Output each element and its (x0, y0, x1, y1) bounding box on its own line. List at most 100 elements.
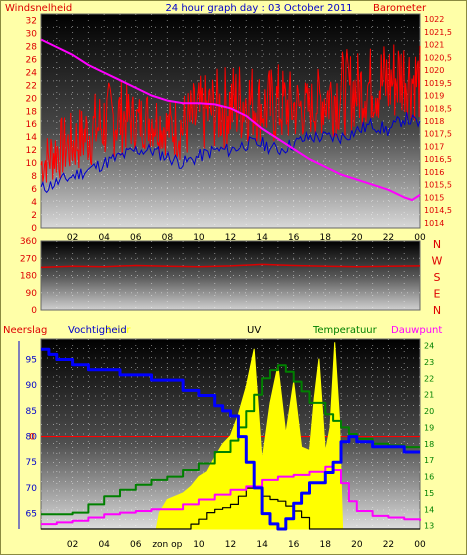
time-tick-label: 00 (414, 540, 426, 550)
temp-panel-series (41, 342, 421, 531)
time-tick-label: 10 (193, 233, 205, 243)
temperature-line (41, 364, 420, 516)
barometer-tick-label: 1014 (424, 219, 444, 228)
direction-tick-label: 270 (20, 254, 37, 264)
barometer-tick-label: 1021 (424, 41, 444, 50)
humidity-tick-label: 75 (26, 458, 37, 468)
wind-tick-label: 10 (26, 159, 38, 169)
time-tick-label: 16 (288, 233, 300, 243)
barometer-tick-label: 1019 (424, 92, 444, 101)
compass-label: S (434, 271, 441, 284)
direction-line (40, 263, 421, 269)
wind-speed-label: Windsnelheid (5, 3, 72, 14)
direction-tick-label: 180 (20, 272, 37, 282)
wind-tick-label: 24 (26, 68, 38, 78)
wind-tick-label: 0 (31, 224, 37, 234)
wind-time-axis: 02 04 06 08 10 12 14 16 18 20 22 00 (67, 233, 426, 243)
vochtigheid-label: Vochtigheid (68, 325, 127, 336)
barometer-tick-label: 1017 (424, 142, 444, 151)
direction-tick-label: 360 (20, 237, 37, 247)
wind-tick-label: 22 (26, 81, 37, 91)
wind-tick-label: 14 (26, 133, 38, 143)
direction-tick-label: 0 (31, 306, 37, 316)
temperature-tick-label: 21 (424, 391, 434, 400)
compass-label: N (433, 238, 441, 251)
temperature-tick-label: 15 (424, 489, 434, 498)
time-tick-label: 06 (130, 233, 142, 243)
wind-tick-label: 12 (26, 146, 37, 156)
temperature-tick-label: 22 (424, 374, 434, 383)
barometer-tick-label: 1017,5 (424, 130, 452, 139)
temperature-tick-label: 24 (424, 342, 434, 351)
humidity-tick-label: 85 (26, 407, 37, 417)
barometer-tick-label: 1020,5 (424, 53, 452, 62)
temperature-tick-label: 20 (424, 407, 434, 416)
temperature-tick-label: 18 (424, 440, 434, 449)
wind-tick-label: 32 (26, 16, 37, 26)
time-tick-label: 02 (67, 233, 78, 243)
barometer-label: Barometer (373, 3, 427, 14)
wind-tick-label: 30 (26, 29, 38, 39)
barometer-tick-label: 1022 (424, 15, 444, 24)
time-tick-label: 14 (256, 233, 268, 243)
time-tick-label: 12 (225, 233, 236, 243)
direction-panel-series (40, 263, 421, 269)
direction-tick-label: 90 (26, 289, 38, 299)
barometer-tick-label: 1016 (424, 168, 444, 177)
humidity-tick-label: 70 (26, 484, 38, 494)
temp-time-axis: 02 04 06 zon op 10 12 14 16 18 20 22 00 (67, 540, 426, 550)
time-tick-label: 04 (98, 540, 110, 550)
humidity-tick-label: 65 (26, 510, 37, 520)
wind-tick-label: 6 (31, 185, 37, 195)
time-tick-label: 14 (256, 540, 268, 550)
neerslag-label: Neerslag (3, 325, 47, 336)
time-tick-label: 08 (162, 233, 174, 243)
time-tick-label: 16 (288, 540, 300, 550)
temperature-tick-label: 14 (424, 505, 434, 514)
wind-tick-label: 26 (26, 55, 38, 65)
direction-panel-bg (40, 240, 421, 311)
compass-label: E (434, 288, 441, 301)
wind-panel-series (40, 38, 421, 201)
wind-tick-label: 16 (26, 120, 38, 130)
time-tick-label: 04 (98, 233, 110, 243)
wind-tick-label: 18 (26, 107, 38, 117)
time-tick-label: 22 (383, 540, 394, 550)
barometer-tick-label: 1016,5 (424, 155, 452, 164)
time-tick-label: 00 (414, 233, 426, 243)
barometer-tick-label: 1020 (424, 66, 444, 75)
uv-label: UV (247, 325, 261, 336)
time-tick-label: 18 (320, 233, 332, 243)
time-tick-label: 02 (67, 540, 78, 550)
wind-tick-label: 8 (31, 172, 37, 182)
wind-mean-line (40, 112, 421, 194)
time-tick-label: 22 (383, 233, 394, 243)
temperature-axis: 13 14 15 16 17 18 19 20 21 22 23 24 (424, 342, 434, 531)
time-tick-label: 12 (225, 540, 236, 550)
temperature-tick-label: 13 (424, 522, 434, 531)
barometer-tick-label: 1019,5 (424, 79, 452, 88)
humidity-tick-label: 95 (26, 356, 37, 366)
solar-label: Solar (105, 325, 131, 336)
wind-tick-label: 28 (26, 42, 38, 52)
barometer-tick-label: 1014,5 (424, 206, 452, 215)
time-tick-label: 18 (320, 540, 332, 550)
compass-label: W (432, 255, 443, 268)
barometer-line (40, 38, 421, 201)
wind-tick-label: 4 (31, 198, 37, 208)
temperature-tick-label: 23 (424, 358, 434, 367)
wind-speed-series (40, 44, 421, 183)
compass-label: N (433, 304, 441, 317)
wind-tick-label: 20 (26, 94, 38, 104)
temperature-tick-label: 19 (424, 423, 434, 432)
humidity-tick-label: 90 (26, 381, 38, 391)
humidity-axis: 65 70 75 80 85 90 95 0 (26, 356, 38, 520)
chart-title: 24 hour graph day : 03 October 2011 (165, 3, 352, 14)
time-tick-label: 10 (193, 540, 205, 550)
dauwpunt-label: Dauwpunt (391, 325, 442, 336)
humidity-line (41, 347, 420, 531)
